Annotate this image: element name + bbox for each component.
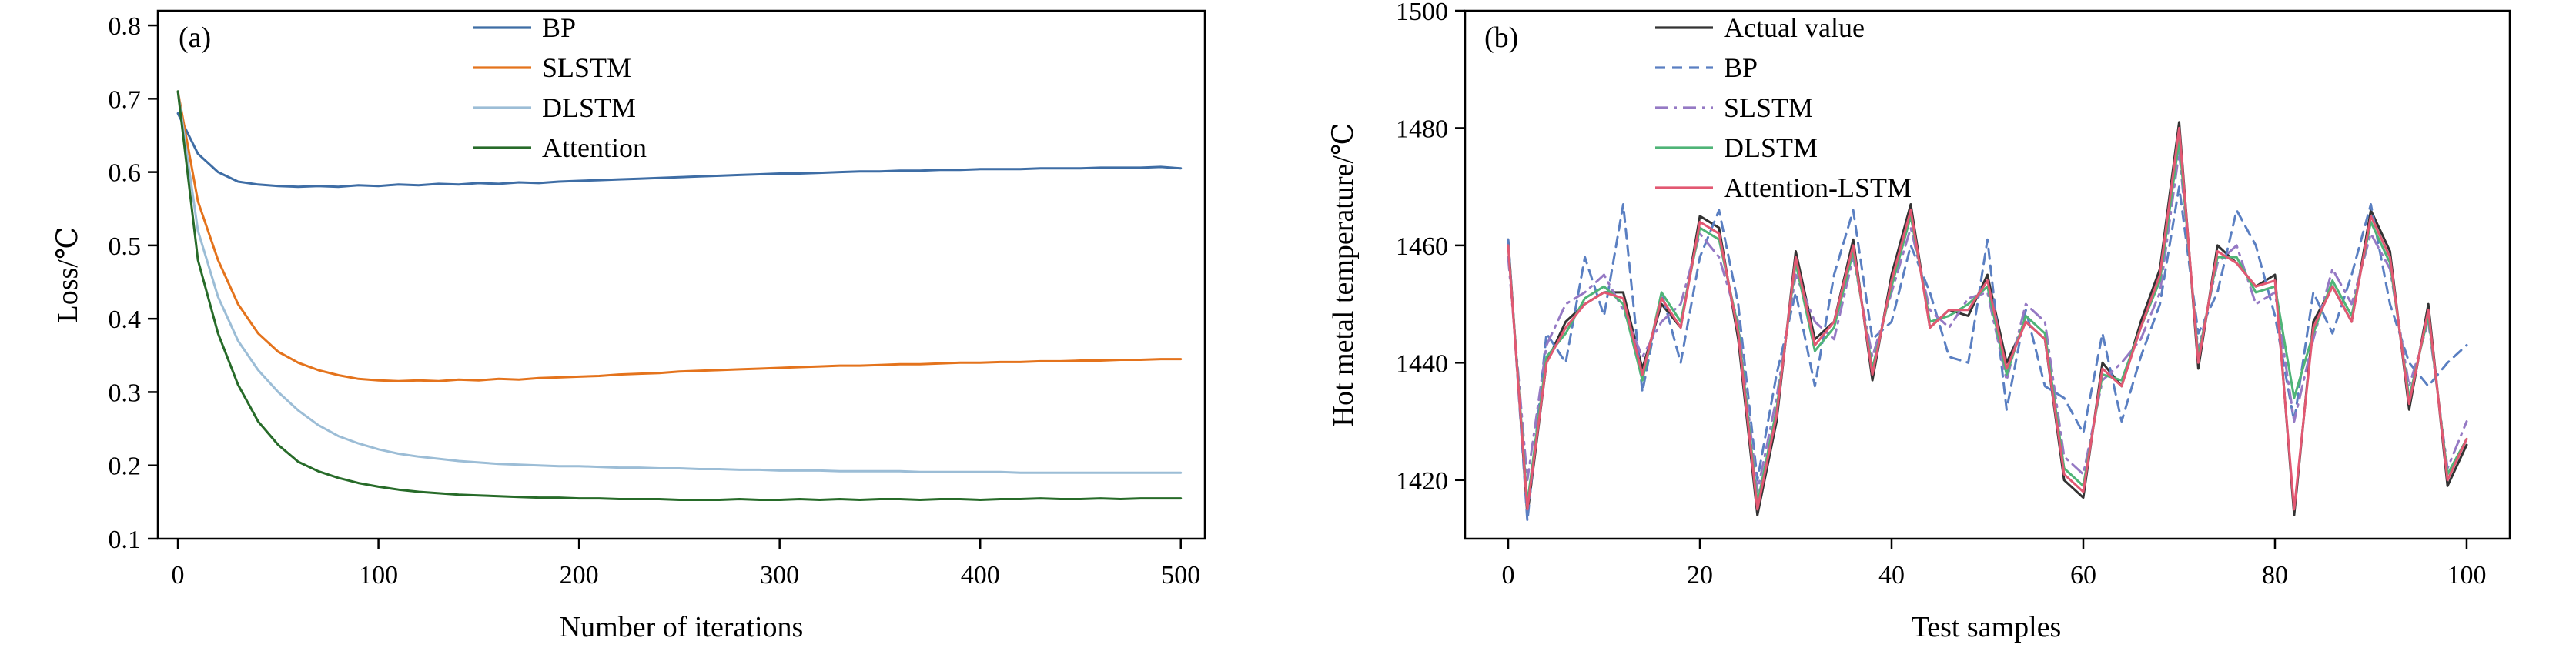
x-tick-label: 40	[1878, 561, 1905, 590]
y-tick-label: 1500	[1396, 0, 1448, 26]
panel-b-tag: (b)	[1484, 22, 1519, 54]
series-line-slstm	[176, 90, 1183, 382]
legend-label: DLSTM	[1724, 132, 1818, 163]
legend-label: SLSTM	[542, 52, 631, 83]
panel-b-xaxis-label: Test samples	[1911, 611, 2062, 643]
x-tick-label: 80	[2262, 561, 2288, 590]
x-tick-label: 0	[1502, 561, 1515, 590]
series-line-attention-lstm	[1507, 126, 2468, 511]
x-tick-label: 300	[760, 561, 799, 590]
legend-label: SLSTM	[1724, 92, 1813, 123]
y-tick-label: 1420	[1396, 467, 1448, 496]
series-line-slstm	[1507, 150, 2468, 493]
legend-label: Actual value	[1724, 12, 1865, 43]
series-line-dlstm	[176, 90, 1183, 474]
legend-label: Attention	[542, 132, 647, 163]
y-tick-label: 0.4	[109, 306, 142, 334]
y-tick-label: 0.6	[109, 159, 142, 188]
panel-a-axes-box	[156, 9, 1206, 540]
legend-label: BP	[1724, 52, 1758, 83]
y-tick-label: 0.5	[109, 232, 142, 261]
x-tick-label: 60	[2070, 561, 2096, 590]
panel-b-yaxis-label: Hot metal temperature/℃	[1327, 122, 1360, 427]
temperature-prediction-chart: 0 20 40 60 80 100 1420 1440 1460 1480 1500 Actual v…	[1396, 0, 2511, 590]
y-tick-label: 0.7	[109, 85, 142, 114]
y-tick-label: 0.1	[109, 526, 142, 554]
legend-label: Attention-LSTM	[1724, 172, 1912, 203]
series-line-bp	[176, 112, 1183, 189]
x-tick-label: 400	[961, 561, 1000, 590]
y-tick-label: 1480	[1396, 115, 1448, 143]
y-tick-label: 0.8	[109, 12, 142, 41]
x-tick-label: 100	[359, 561, 398, 590]
x-tick-label: 200	[560, 561, 599, 590]
panel-a-yaxis-label: Loss/℃	[52, 226, 84, 323]
series-line-dlstm	[1507, 139, 2468, 505]
series-line-attention	[176, 90, 1183, 501]
panel-a-xaxis-label: Number of iterations	[559, 611, 804, 643]
panel-b-axes-box	[1464, 9, 2511, 540]
x-tick-label: 0	[172, 561, 185, 590]
x-tick-label: 20	[1687, 561, 1713, 590]
series-line-bp	[1507, 185, 2468, 523]
x-tick-label: 100	[2447, 561, 2486, 590]
y-tick-label: 0.2	[109, 453, 142, 481]
panel-a-tag: (a)	[179, 22, 212, 54]
y-tick-label: 1440	[1396, 349, 1448, 378]
y-tick-label: 0.3	[109, 379, 142, 407]
loss-curve-chart: 0 100 200 300 400 500 0.1 0.2 0.3 0.4 0.5 0.6 0.7 0.8…	[109, 9, 1206, 590]
x-tick-label: 500	[1161, 561, 1200, 590]
y-tick-label: 1460	[1396, 232, 1448, 261]
series-line-actual-value	[1507, 121, 2468, 516]
legend-label: DLSTM	[542, 92, 636, 123]
legend-label: BP	[542, 12, 576, 43]
